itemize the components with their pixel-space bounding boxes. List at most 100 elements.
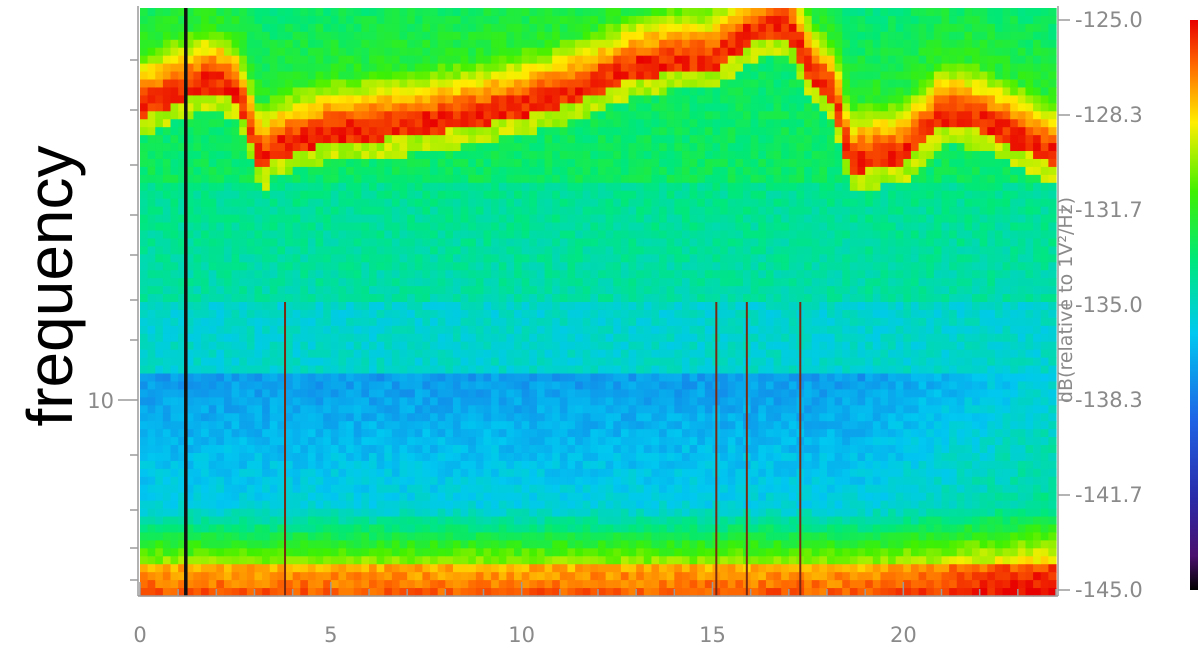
- heatmap-cell: [620, 119, 630, 128]
- heatmap-cell: [178, 492, 187, 502]
- heatmap-cell: [475, 23, 485, 33]
- heatmap-cell: [491, 135, 500, 144]
- heatmap-cell: [628, 166, 637, 176]
- heatmap-cell: [636, 413, 645, 422]
- heatmap-cell: [437, 540, 446, 549]
- heatmap-cell: [575, 158, 584, 168]
- heatmap-cell: [529, 588, 538, 597]
- heatmap-cell: [285, 349, 294, 359]
- heatmap-cell: [223, 349, 233, 359]
- heatmap-cell: [514, 151, 523, 160]
- heatmap-cell: [201, 55, 210, 65]
- heatmap-cell: [544, 119, 553, 128]
- heatmap-cell: [384, 71, 393, 81]
- heatmap-cell: [178, 524, 187, 534]
- heatmap-cell: [353, 151, 362, 160]
- heatmap-cell: [636, 55, 645, 65]
- heatmap-cell: [529, 71, 538, 81]
- heatmap-cell: [628, 325, 637, 335]
- heatmap-cell: [223, 79, 233, 89]
- heatmap-cell: [407, 127, 416, 136]
- heatmap-cell: [567, 492, 576, 502]
- heatmap-cell: [559, 87, 569, 97]
- heatmap-cell: [369, 230, 378, 240]
- heatmap-cell: [559, 452, 569, 462]
- heatmap-cell: [430, 373, 439, 383]
- heatmap-cell: [582, 325, 591, 335]
- heatmap-cell: [536, 71, 546, 81]
- heatmap-cell: [178, 103, 187, 112]
- heatmap-cell: [376, 389, 385, 398]
- heatmap-cell: [231, 214, 240, 224]
- heatmap-cell: [475, 397, 485, 406]
- heatmap-cell: [567, 341, 576, 351]
- heatmap-cell: [193, 63, 202, 73]
- heatmap-cell: [567, 127, 576, 136]
- heatmap-cell: [147, 39, 156, 49]
- heatmap-cell: [468, 548, 477, 557]
- heatmap-cell: [399, 135, 408, 144]
- heatmap-cell: [399, 484, 408, 494]
- heatmap-cell: [330, 103, 340, 112]
- heatmap-cell: [628, 174, 637, 184]
- heatmap-cell: [170, 23, 179, 33]
- heatmap-cell: [285, 71, 294, 81]
- heatmap-cell: [422, 214, 431, 224]
- heatmap-cell: [170, 206, 179, 216]
- heatmap-cell: [636, 548, 645, 557]
- heatmap-cell: [369, 47, 378, 57]
- heatmap-cell: [384, 309, 393, 319]
- heatmap-cell: [262, 238, 271, 247]
- heatmap-cell: [613, 460, 622, 470]
- heatmap-cell: [338, 580, 347, 589]
- heatmap-cell: [430, 278, 439, 287]
- heatmap-cell: [544, 158, 553, 168]
- heatmap-cell: [285, 31, 294, 41]
- heatmap-cell: [628, 238, 637, 247]
- heatmap-cell: [330, 39, 340, 49]
- heatmap-cell: [559, 564, 569, 573]
- heatmap-cell: [506, 476, 515, 486]
- heatmap-cell: [605, 302, 614, 311]
- heatmap-cell: [300, 445, 309, 454]
- heatmap-cell: [483, 302, 492, 311]
- heatmap-cell: [285, 55, 294, 65]
- heatmap-cell: [170, 111, 179, 120]
- heatmap-cell: [452, 508, 462, 518]
- heatmap-cell: [239, 309, 248, 319]
- heatmap-cell: [376, 460, 385, 470]
- heatmap-cell: [559, 174, 569, 184]
- heatmap-cell: [491, 151, 500, 160]
- heatmap-cell: [277, 71, 286, 81]
- heatmap-cell: [376, 8, 385, 17]
- heatmap-cell: [338, 143, 347, 152]
- heatmap-cell: [323, 222, 332, 232]
- heatmap-cell: [155, 151, 164, 160]
- heatmap-cell: [162, 31, 172, 41]
- heatmap-cell: [575, 286, 584, 295]
- heatmap-cell: [491, 15, 500, 25]
- heatmap-cell: [231, 39, 240, 49]
- heatmap-cell: [506, 79, 515, 89]
- heatmap-cell: [292, 198, 301, 208]
- heatmap-cell: [636, 230, 645, 240]
- heatmap-cell: [216, 47, 225, 57]
- heatmap-cell: [292, 357, 301, 367]
- heatmap-cell: [445, 158, 454, 168]
- heatmap-cell: [483, 468, 492, 478]
- heatmap-cell: [262, 556, 271, 565]
- heatmap-cell: [506, 278, 515, 287]
- heatmap-cell: [544, 572, 553, 581]
- heatmap-cell: [460, 15, 469, 25]
- heatmap-cell: [315, 500, 324, 510]
- heatmap-cell: [407, 500, 416, 510]
- heatmap-cell: [422, 516, 431, 526]
- heatmap-cell: [445, 119, 454, 128]
- heatmap-cell: [391, 429, 401, 438]
- heatmap-cell: [346, 500, 355, 510]
- heatmap-cell: [475, 119, 485, 128]
- heatmap-cell: [491, 8, 500, 17]
- heatmap-cell: [201, 87, 210, 97]
- heatmap-cell: [559, 476, 569, 486]
- heatmap-cell: [361, 182, 370, 192]
